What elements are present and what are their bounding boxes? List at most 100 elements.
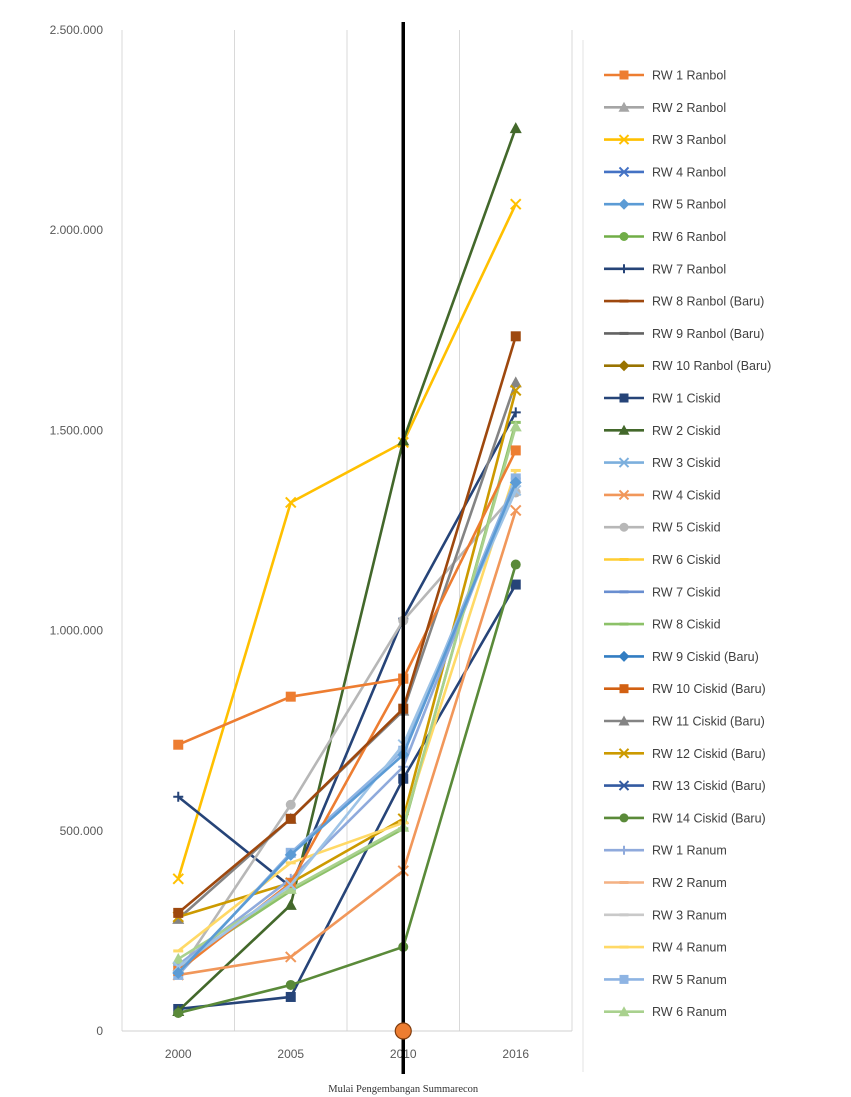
legend-label: RW 1 Ranbol bbox=[652, 69, 726, 83]
legend-item: RW 6 Ranum bbox=[604, 1005, 727, 1019]
legend-marker bbox=[619, 813, 629, 823]
data-point bbox=[172, 952, 185, 964]
legend-item: RW 6 Ciskid bbox=[604, 553, 721, 567]
data-point bbox=[285, 496, 297, 509]
legend-label: RW 3 Ciskid bbox=[652, 456, 721, 470]
data-point bbox=[285, 813, 296, 824]
legend-label: RW 5 Ciskid bbox=[652, 521, 721, 535]
data-point bbox=[510, 384, 522, 397]
series-line bbox=[176, 202, 518, 881]
data-point bbox=[285, 991, 296, 1002]
series-line bbox=[176, 335, 518, 915]
legend-label: RW 1 Ciskid bbox=[652, 392, 721, 406]
legend-label: RW 4 Ranum bbox=[652, 941, 727, 955]
legend-item: RW 4 Ranbol bbox=[604, 165, 726, 179]
legend-item: RW 1 Ranum bbox=[604, 844, 727, 858]
legend-item: RW 9 Ciskid (Baru) bbox=[604, 650, 759, 664]
legend-label: RW 10 Ranbol (Baru) bbox=[652, 359, 771, 373]
data-point bbox=[172, 966, 185, 979]
data-point bbox=[509, 376, 522, 388]
data-point bbox=[510, 445, 521, 456]
axes: 0 500.000 1.000.000 1.500.000 2.000.000 2.500… bbox=[50, 23, 572, 1061]
legend-item: RW 4 Ranum bbox=[604, 941, 727, 955]
data-point bbox=[510, 407, 521, 418]
annotation: Mulai Pengembangan Summarecon bbox=[328, 22, 479, 1095]
legend-item: RW 3 Ranbol bbox=[604, 133, 726, 147]
y-tick-label: 1.500.000 bbox=[50, 423, 104, 437]
legend-item: RW 8 Ranbol (Baru) bbox=[604, 295, 764, 309]
legend-marker bbox=[618, 101, 630, 112]
legend-label: RW 6 Ranum bbox=[652, 1005, 727, 1019]
legend-label: RW 3 Ranum bbox=[652, 908, 727, 922]
legend-label: RW 2 Ranum bbox=[652, 876, 727, 890]
legend-item: RW 5 Ciskid bbox=[604, 521, 721, 535]
legend-item: RW 1 Ranbol bbox=[604, 69, 726, 83]
legend-label: RW 4 Ranbol bbox=[652, 165, 726, 179]
legend-marker bbox=[618, 457, 630, 468]
legend-item: RW 4 Ciskid bbox=[604, 488, 721, 502]
legend-marker bbox=[619, 232, 629, 241]
series-3 bbox=[172, 198, 522, 885]
data-point bbox=[285, 799, 296, 810]
legend-item: RW 6 Ranbol bbox=[604, 230, 726, 244]
legend-marker bbox=[619, 522, 629, 532]
y-tick-label: 2.000.000 bbox=[50, 223, 104, 237]
legend-item: RW 13 Ciskid (Baru) bbox=[604, 779, 766, 793]
legend-marker bbox=[619, 70, 629, 80]
legend-item: RW 14 Ciskid (Baru) bbox=[604, 811, 766, 825]
y-tick-label: 500.000 bbox=[60, 824, 104, 838]
legend-marker bbox=[619, 264, 629, 274]
data-point bbox=[510, 331, 521, 342]
legend-label: RW 7 Ranbol bbox=[652, 262, 726, 276]
series-line bbox=[176, 583, 518, 1011]
legend-label: RW 12 Ciskid (Baru) bbox=[652, 747, 766, 761]
x-tick-label: 2005 bbox=[277, 1047, 304, 1061]
legend-label: RW 7 Ciskid bbox=[652, 585, 721, 599]
data-point bbox=[173, 907, 184, 918]
series-line bbox=[176, 563, 518, 1015]
legend-label: RW 5 Ranum bbox=[652, 973, 727, 987]
legend-marker bbox=[619, 393, 629, 403]
legend-item: RW 2 Ciskid bbox=[604, 424, 721, 438]
data-point bbox=[284, 898, 297, 910]
y-tick-label: 1.000.000 bbox=[50, 624, 104, 638]
legend-label: RW 8 Ciskid bbox=[652, 618, 721, 632]
series-line bbox=[176, 425, 518, 961]
x-tick-label: 2000 bbox=[165, 1047, 192, 1061]
legend: RW 1 Ranbol RW 2 Ranbol RW 3 Ranbol RW 4 Ra… bbox=[604, 69, 771, 1019]
legend-item: RW 7 Ciskid bbox=[604, 585, 721, 599]
legend-item: RW 3 Ciskid bbox=[604, 456, 721, 470]
data-point bbox=[510, 579, 521, 590]
legend-item: RW 7 Ranbol bbox=[604, 262, 726, 276]
legend-item: RW 10 Ciskid (Baru) bbox=[604, 682, 766, 696]
data-point bbox=[285, 979, 296, 990]
legend-label: RW 13 Ciskid (Baru) bbox=[652, 779, 766, 793]
data-point bbox=[510, 559, 521, 570]
legend-marker bbox=[618, 650, 630, 662]
legend-label: RW 2 Ciskid bbox=[652, 424, 721, 438]
legend-item: RW 9 Ranbol (Baru) bbox=[604, 327, 764, 341]
legend-item: RW 5 Ranbol bbox=[604, 198, 726, 212]
series-line bbox=[176, 469, 518, 953]
series-line bbox=[176, 481, 518, 975]
legend-marker bbox=[618, 780, 630, 791]
legend-item: RW 3 Ranum bbox=[604, 908, 727, 922]
legend-marker bbox=[619, 845, 629, 855]
series-line bbox=[176, 389, 518, 919]
data-point bbox=[284, 882, 297, 894]
legend-marker bbox=[618, 424, 630, 435]
legend-label: RW 5 Ranbol bbox=[652, 198, 726, 212]
legend-label: RW 11 Ciskid (Baru) bbox=[652, 715, 765, 729]
legend-label: RW 9 Ciskid (Baru) bbox=[652, 650, 759, 664]
data-point bbox=[285, 691, 296, 702]
annotation-label: Mulai Pengembangan Summarecon bbox=[328, 1084, 479, 1095]
legend-item: RW 5 Ranum bbox=[604, 973, 727, 987]
data-point bbox=[509, 122, 522, 134]
data-point bbox=[173, 739, 184, 750]
legend-label: RW 2 Ranbol bbox=[652, 101, 726, 115]
data-point bbox=[509, 476, 522, 489]
series-line bbox=[176, 491, 518, 975]
legend-item: RW 11 Ciskid (Baru) bbox=[604, 715, 765, 729]
